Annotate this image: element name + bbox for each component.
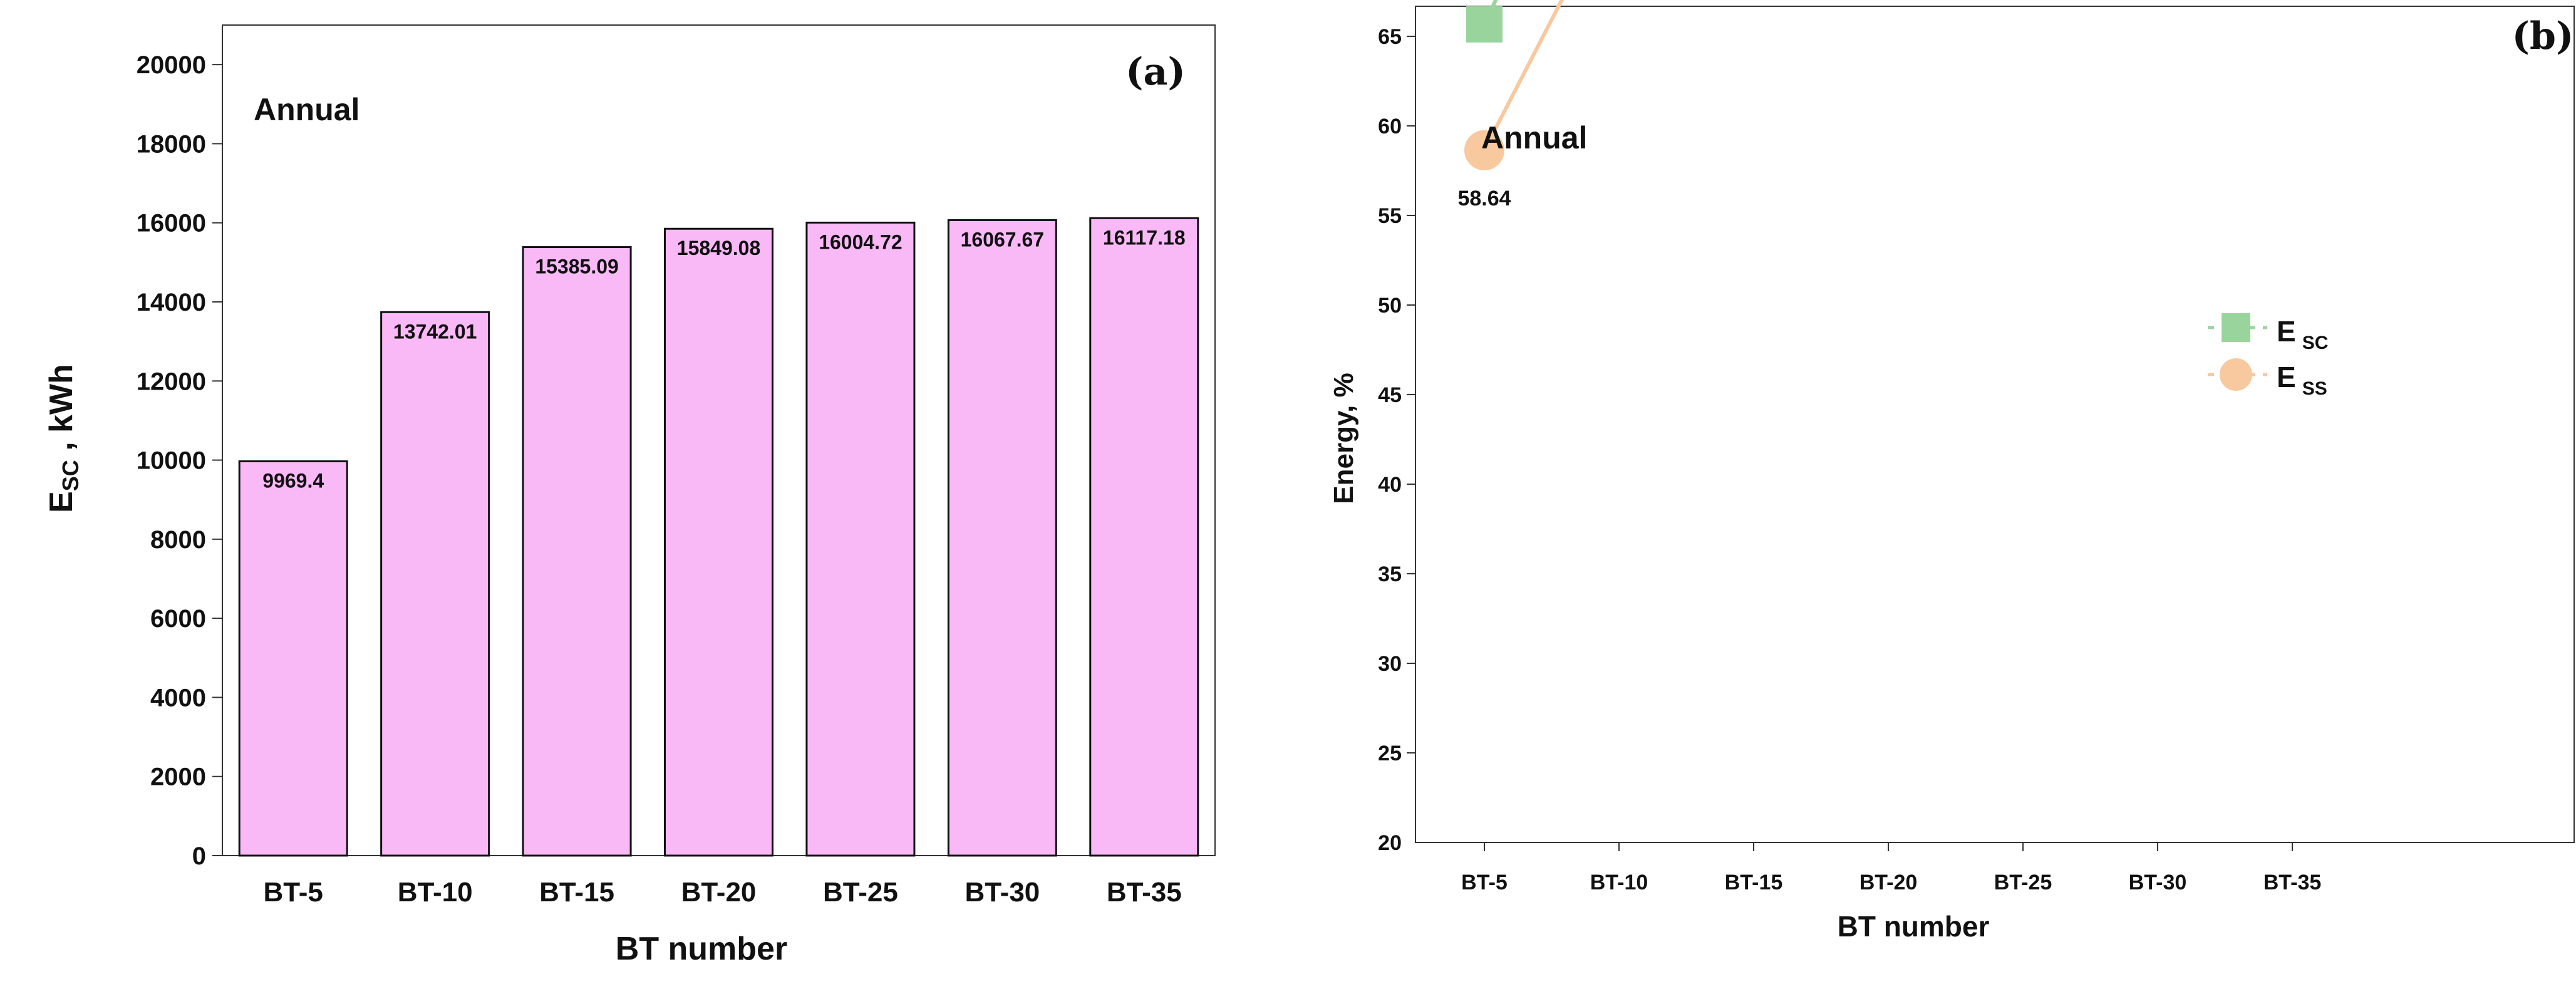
x-tick-label: BT-30: [2129, 871, 2187, 894]
bar-value-label: 15849.08: [677, 237, 760, 259]
y-tick-label: 40: [1378, 473, 1402, 497]
bar: [1089, 217, 1199, 857]
bar-series: 9969.4 13742.01 15385.09 15849.08 16004.72 16…: [238, 217, 1199, 857]
legend: E SC E SS: [2208, 313, 2328, 399]
y-tick-label: 18000: [137, 130, 206, 158]
x-tick-label: BT-20: [681, 877, 757, 908]
x-axis-title-a: BT number: [616, 931, 787, 967]
data-label: 58.64: [1457, 187, 1511, 210]
x-tick-label: BT-20: [1860, 871, 1918, 894]
line-chart-panel: 20253035404550556065707580859095100 BT-5…: [1328, 0, 2575, 943]
y-tick-label: 14000: [137, 289, 206, 316]
x-tick-label: BT-15: [1725, 871, 1783, 894]
legend-label-esc: E SC: [2277, 315, 2328, 353]
y-tick-label: 30: [1378, 652, 1402, 676]
y-tick-label: 50: [1378, 294, 1402, 318]
y-axis-ticks: 20253035404550556065707580859095100: [1378, 25, 1415, 855]
x-axis-ticks: BT-5 BT-10 BT-15 BT-20 BT-25 BT-30 BT-35: [264, 877, 1182, 908]
bar-value-label: 15385.09: [535, 256, 618, 278]
bar-value-label: 13742.01: [393, 320, 477, 343]
y-axis-ticks: 0 2000 4000 6000 8000 10000 12000 14000 16000 180…: [137, 51, 222, 870]
x-tick-label: BT-5: [264, 877, 323, 908]
x-tick-label: BT-30: [965, 877, 1040, 908]
bar: [805, 221, 916, 857]
x-axis-title-b: BT number: [1838, 910, 1990, 943]
panel-label-a: (a): [1125, 50, 1186, 94]
y-tick-label: 0: [192, 842, 206, 870]
bar: [947, 219, 1057, 857]
y-tick-label: 45: [1378, 383, 1402, 407]
bar: [522, 246, 632, 857]
annotation-annual-a: Annual: [254, 92, 360, 127]
x-tick-label: BT-35: [2263, 871, 2322, 894]
y-axis-title-main: E: [43, 491, 80, 513]
data-point: [1466, 6, 1503, 43]
y-tick-label: 55: [1378, 204, 1402, 228]
y-tick-label: 2000: [150, 764, 206, 791]
y-tick-label: 60: [1378, 115, 1402, 138]
x-tick-label: BT-25: [823, 877, 898, 908]
bar-value-label: 16117.18: [1103, 226, 1186, 249]
y-tick-label: 20000: [137, 51, 206, 79]
legend-marker-ess: [2220, 358, 2252, 391]
bar-chart-panel: 9969.4 13742.01 15385.09 15849.08 16004.72 16…: [43, 24, 1216, 967]
y-tick-label: 25: [1378, 742, 1402, 765]
y-axis-title-sub: SC: [58, 460, 83, 491]
x-tick-label: BT-5: [1461, 871, 1508, 894]
y-tick-label: 16000: [137, 210, 206, 237]
y-axis-title-b: Energy, %: [1328, 373, 1359, 504]
x-tick-label: BT-10: [398, 877, 473, 908]
line-series: 65.6781.6987.7289.3289.8490.0390.1958.64…: [1457, 0, 1565, 210]
bar: [380, 311, 490, 857]
legend-marker-esc: [2222, 313, 2250, 342]
panel-label-b: (b): [2512, 14, 2574, 58]
bar: [664, 227, 773, 857]
y-tick-label: 12000: [137, 368, 206, 395]
bar: [238, 460, 348, 857]
y-tick-label: 4000: [150, 684, 206, 712]
bar-value-label: 9969.4: [262, 470, 324, 492]
x-tick-label: BT-25: [1994, 871, 2052, 894]
legend-label-ess: E SS: [2277, 361, 2327, 399]
line-plot-area: [1415, 6, 2575, 843]
x-tick-label: BT-15: [539, 877, 614, 908]
y-axis-title-suffix: , kWh: [43, 364, 80, 460]
x-axis-ticks: BT-5 BT-10 BT-15 BT-20 BT-25 BT-30 BT-35: [1461, 842, 2321, 894]
data-point: [1464, 130, 1504, 170]
bar-value-label: 16004.72: [819, 230, 902, 253]
y-tick-label: 6000: [150, 605, 206, 633]
y-tick-label: 10000: [137, 447, 206, 475]
x-tick-label: BT-10: [1590, 871, 1648, 894]
bar-value-label: 16067.67: [961, 228, 1044, 251]
y-tick-label: 35: [1378, 562, 1402, 586]
y-tick-label: 65: [1378, 25, 1402, 49]
y-axis-title-a: ESC , kWh: [43, 364, 83, 513]
annotation-annual-b: Annual: [1481, 120, 1587, 155]
y-tick-label: 20: [1378, 831, 1402, 855]
y-tick-label: 8000: [150, 526, 206, 554]
x-tick-label: BT-35: [1107, 877, 1182, 908]
